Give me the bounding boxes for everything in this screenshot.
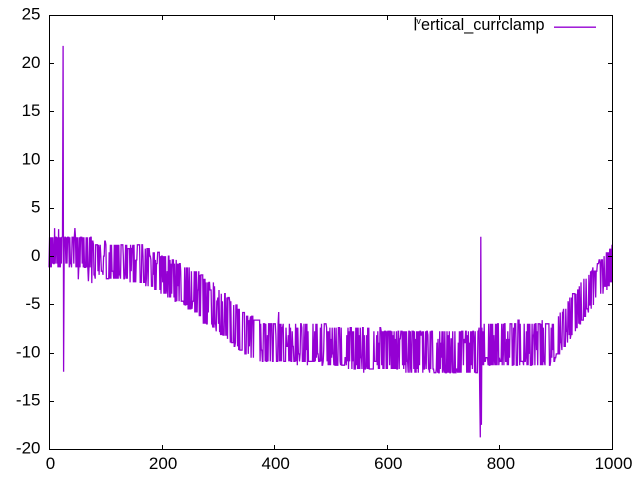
svg-text:0: 0 [46, 454, 55, 473]
svg-text:-20: -20 [16, 439, 41, 458]
svg-text:200: 200 [149, 454, 177, 473]
svg-text:15: 15 [22, 101, 41, 120]
svg-text:5: 5 [31, 198, 40, 217]
svg-text:10: 10 [22, 149, 41, 168]
svg-text:800: 800 [487, 454, 515, 473]
svg-text:0: 0 [31, 246, 40, 265]
svg-text:-5: -5 [25, 294, 40, 313]
svg-text:ertical_currclamp: ertical_currclamp [421, 15, 545, 34]
svg-text:1000: 1000 [595, 454, 633, 473]
svg-text:-15: -15 [16, 391, 41, 410]
svg-text:-10: -10 [16, 342, 41, 361]
svg-text:400: 400 [262, 454, 290, 473]
svg-text:25: 25 [22, 5, 41, 24]
svg-text:v: v [416, 16, 421, 26]
svg-text:600: 600 [374, 454, 402, 473]
svg-text:20: 20 [22, 53, 41, 72]
